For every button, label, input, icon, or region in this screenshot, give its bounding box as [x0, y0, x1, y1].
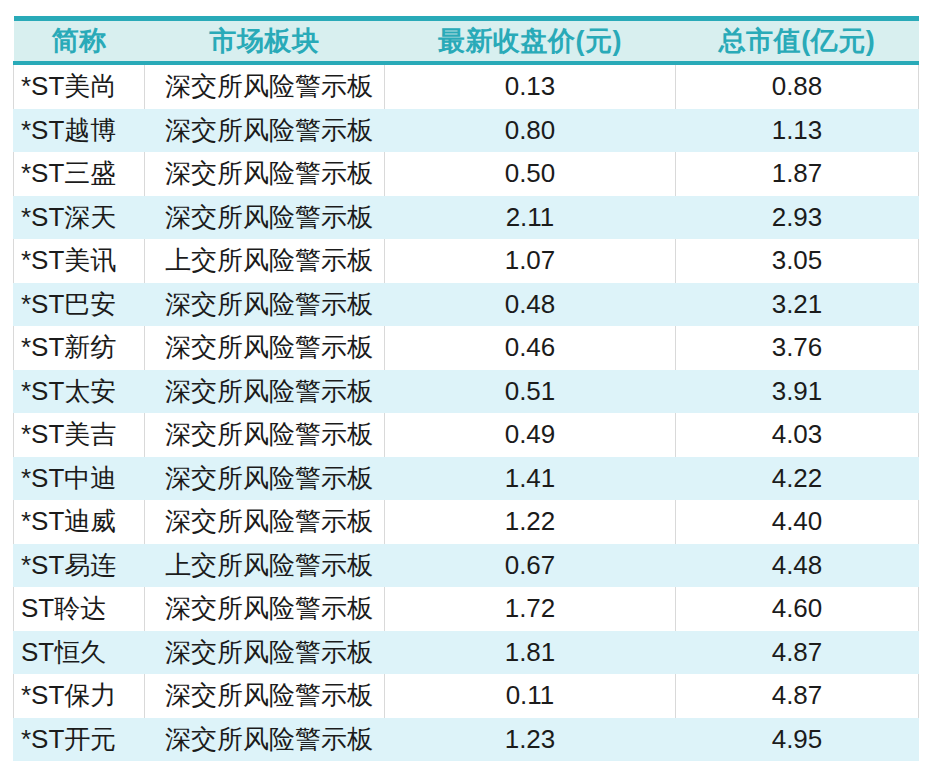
- cell-price: 1.23: [385, 718, 676, 762]
- cell-price: 1.41: [385, 457, 676, 501]
- cell-cap: 4.87: [676, 674, 919, 718]
- cell-price: 0.46: [385, 326, 676, 370]
- cell-name: *ST保力: [14, 674, 145, 718]
- table-row: *ST中迪深交所风险警示板1.414.22: [14, 457, 919, 501]
- cell-price: 1.72: [385, 587, 676, 631]
- table-row: *ST越博深交所风险警示板0.801.13: [14, 109, 919, 153]
- cell-cap: 1.13: [676, 109, 919, 153]
- table-row: *ST深天深交所风险警示板2.112.93: [14, 196, 919, 240]
- cell-name: *ST易连: [14, 544, 145, 588]
- cell-board: 深交所风险警示板: [145, 631, 385, 675]
- table-row: ST聆达深交所风险警示板1.724.60: [14, 587, 919, 631]
- cell-name: *ST迪威: [14, 500, 145, 544]
- cell-cap: 3.21: [676, 283, 919, 327]
- cell-cap: 3.91: [676, 370, 919, 414]
- stock-table-container: 简称 市场板块 最新收盘价(元) 总市值(亿元) *ST美尚深交所风险警示板0.…: [0, 0, 932, 761]
- cell-board: 深交所风险警示板: [145, 196, 385, 240]
- cell-name: *ST美吉: [14, 413, 145, 457]
- cell-board: 深交所风险警示板: [145, 457, 385, 501]
- cell-name: *ST美讯: [14, 239, 145, 283]
- cell-board: 深交所风险警示板: [145, 370, 385, 414]
- table-row: *ST三盛深交所风险警示板0.501.87: [14, 152, 919, 196]
- cell-name: *ST美尚: [14, 63, 145, 109]
- cell-name: *ST太安: [14, 370, 145, 414]
- st-stocks-table: 简称 市场板块 最新收盘价(元) 总市值(亿元) *ST美尚深交所风险警示板0.…: [13, 16, 919, 761]
- cell-board: 深交所风险警示板: [145, 413, 385, 457]
- table-row: *ST美尚深交所风险警示板0.130.88: [14, 63, 919, 109]
- cell-board: 上交所风险警示板: [145, 239, 385, 283]
- cell-cap: 4.60: [676, 587, 919, 631]
- table-row: *ST开元深交所风险警示板1.234.95: [14, 718, 919, 762]
- cell-cap: 4.87: [676, 631, 919, 675]
- cell-cap: 4.22: [676, 457, 919, 501]
- table-row: *ST易连上交所风险警示板0.674.48: [14, 544, 919, 588]
- cell-name: *ST新纺: [14, 326, 145, 370]
- cell-board: 深交所风险警示板: [145, 326, 385, 370]
- cell-name: *ST深天: [14, 196, 145, 240]
- cell-name: *ST中迪: [14, 457, 145, 501]
- table-row: *ST新纺深交所风险警示板0.463.76: [14, 326, 919, 370]
- table-row: *ST保力深交所风险警示板0.114.87: [14, 674, 919, 718]
- cell-cap: 3.76: [676, 326, 919, 370]
- cell-price: 1.07: [385, 239, 676, 283]
- cell-price: 0.13: [385, 63, 676, 109]
- cell-name: *ST三盛: [14, 152, 145, 196]
- cell-board: 深交所风险警示板: [145, 152, 385, 196]
- table-row: *ST美讯上交所风险警示板1.073.05: [14, 239, 919, 283]
- column-header-price: 最新收盘价(元): [385, 19, 676, 64]
- column-header-name: 简称: [14, 19, 145, 64]
- cell-cap: 0.88: [676, 63, 919, 109]
- cell-cap: 4.40: [676, 500, 919, 544]
- cell-cap: 3.05: [676, 239, 919, 283]
- cell-name: *ST越博: [14, 109, 145, 153]
- header-row: 简称 市场板块 最新收盘价(元) 总市值(亿元): [14, 19, 919, 64]
- cell-cap: 2.93: [676, 196, 919, 240]
- cell-cap: 4.48: [676, 544, 919, 588]
- cell-board: 深交所风险警示板: [145, 109, 385, 153]
- table-row: *ST迪威深交所风险警示板1.224.40: [14, 500, 919, 544]
- cell-board: 深交所风险警示板: [145, 718, 385, 762]
- table-row: *ST美吉深交所风险警示板0.494.03: [14, 413, 919, 457]
- cell-price: 0.51: [385, 370, 676, 414]
- cell-price: 1.22: [385, 500, 676, 544]
- table-row: ST恒久深交所风险警示板1.814.87: [14, 631, 919, 675]
- cell-price: 0.67: [385, 544, 676, 588]
- cell-cap: 4.95: [676, 718, 919, 762]
- column-header-cap: 总市值(亿元): [676, 19, 919, 64]
- cell-price: 0.49: [385, 413, 676, 457]
- cell-price: 0.80: [385, 109, 676, 153]
- cell-board: 深交所风险警示板: [145, 283, 385, 327]
- table-row: *ST太安深交所风险警示板0.513.91: [14, 370, 919, 414]
- cell-price: 2.11: [385, 196, 676, 240]
- cell-price: 1.81: [385, 631, 676, 675]
- cell-board: 深交所风险警示板: [145, 587, 385, 631]
- cell-name: ST聆达: [14, 587, 145, 631]
- cell-cap: 4.03: [676, 413, 919, 457]
- cell-price: 0.50: [385, 152, 676, 196]
- table-row: *ST巴安深交所风险警示板0.483.21: [14, 283, 919, 327]
- column-header-board: 市场板块: [145, 19, 385, 64]
- cell-price: 0.48: [385, 283, 676, 327]
- cell-name: *ST开元: [14, 718, 145, 762]
- cell-board: 深交所风险警示板: [145, 63, 385, 109]
- cell-price: 0.11: [385, 674, 676, 718]
- table-body: *ST美尚深交所风险警示板0.130.88*ST越博深交所风险警示板0.801.…: [14, 63, 919, 761]
- cell-name: ST恒久: [14, 631, 145, 675]
- cell-name: *ST巴安: [14, 283, 145, 327]
- cell-cap: 1.87: [676, 152, 919, 196]
- cell-board: 上交所风险警示板: [145, 544, 385, 588]
- table-header: 简称 市场板块 最新收盘价(元) 总市值(亿元): [14, 19, 919, 64]
- cell-board: 深交所风险警示板: [145, 674, 385, 718]
- cell-board: 深交所风险警示板: [145, 500, 385, 544]
